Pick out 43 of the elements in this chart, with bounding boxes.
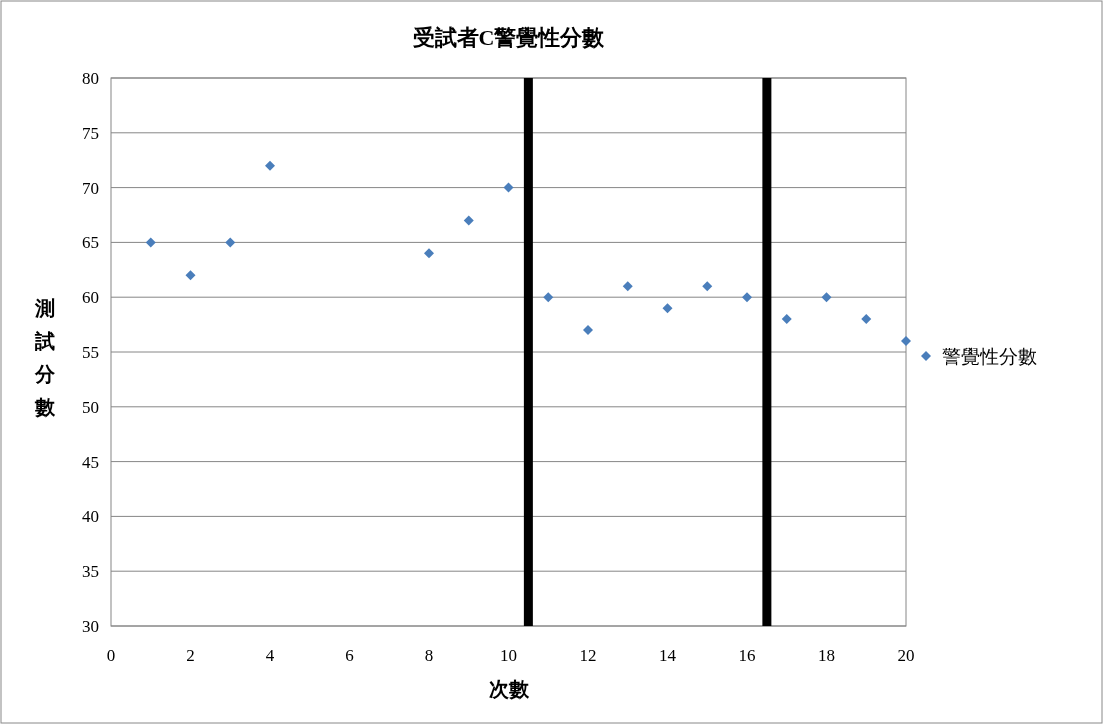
- y-tick-label: 55: [82, 343, 99, 362]
- point: [424, 248, 434, 259]
- x-tick-label: 0: [106, 646, 116, 665]
- point: [225, 237, 236, 248]
- point: [463, 215, 474, 226]
- x-tick-label: 6: [345, 646, 354, 665]
- y-tick-label: 70: [82, 178, 99, 198]
- legend-label: 警覺性分數: [942, 346, 1037, 367]
- y-tick-label: 35: [82, 562, 99, 582]
- y-tick-label: 80: [82, 69, 99, 88]
- x-tick-label: 12: [579, 646, 597, 665]
- point: [821, 292, 832, 303]
- y-tick-label: 30: [82, 617, 99, 636]
- x-tick-label: 8: [424, 646, 434, 665]
- y-tick-label: 45: [82, 452, 99, 472]
- x-tick-label: 18: [818, 646, 835, 665]
- point: [543, 292, 554, 303]
- x-tick-label: 4: [265, 646, 275, 665]
- x-tick-label: 2: [186, 646, 195, 665]
- x-axis-title: 次數: [488, 678, 530, 700]
- point: [662, 303, 673, 314]
- x-tick-label: 16: [738, 646, 756, 665]
- point: [622, 281, 633, 292]
- x-tick-label: 10: [500, 646, 517, 665]
- point: [742, 292, 752, 303]
- point: [702, 281, 713, 292]
- y-tick-label: 40: [82, 507, 99, 527]
- point: [503, 182, 514, 193]
- chart-title: 受試者C警覺性分數: [412, 25, 606, 50]
- y-axis-title: 測試分數: [34, 297, 56, 418]
- y-tick-label: 65: [82, 233, 99, 253]
- point: [583, 325, 593, 336]
- y-tick-label: 50: [82, 397, 99, 417]
- x-tick-label: 20: [897, 646, 915, 665]
- point: [901, 336, 911, 347]
- point: [861, 314, 872, 325]
- x-tick-label: 14: [659, 646, 677, 665]
- point: [185, 270, 196, 281]
- point: [145, 237, 156, 248]
- y-tick-label: 60: [82, 288, 99, 308]
- point: [781, 314, 792, 325]
- point: [265, 160, 275, 171]
- y-tick-label: 75: [82, 123, 99, 143]
